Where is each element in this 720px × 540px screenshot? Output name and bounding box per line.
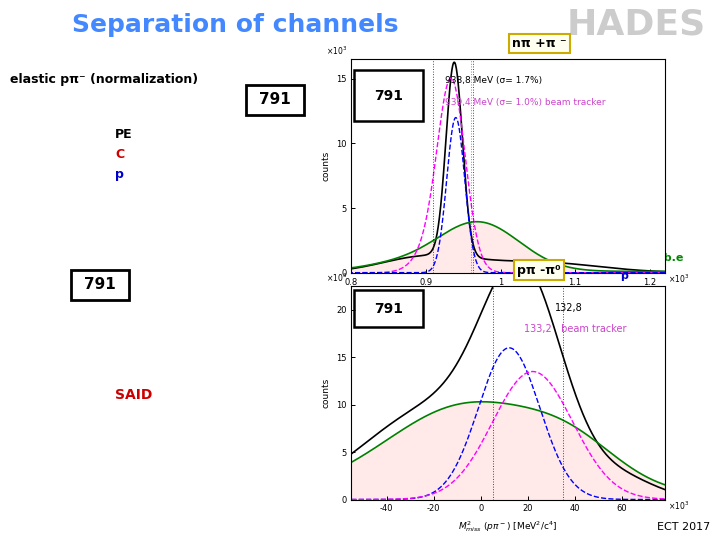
FancyBboxPatch shape: [354, 291, 423, 327]
Text: 938,8 MeV (σ= 1.7%): 938,8 MeV (σ= 1.7%): [445, 76, 542, 85]
Y-axis label: counts: counts: [321, 377, 330, 408]
FancyBboxPatch shape: [354, 70, 423, 122]
Text: Separation of channels: Separation of channels: [72, 13, 398, 37]
FancyBboxPatch shape: [246, 85, 304, 114]
Text: HADES: HADES: [567, 8, 706, 42]
Text: PE: PE: [115, 128, 132, 141]
Text: 791: 791: [259, 92, 291, 107]
Text: SAID: SAID: [115, 388, 153, 402]
Text: p: p: [620, 271, 628, 281]
Text: $\times10^3$: $\times10^3$: [326, 272, 348, 284]
Text: $\times10^3$: $\times10^3$: [667, 273, 689, 285]
Text: pπ -π⁰: pπ -π⁰: [518, 264, 561, 276]
Text: elastic pπ⁻ (normalization): elastic pπ⁻ (normalization): [10, 73, 198, 86]
Text: PE: PE: [620, 235, 636, 245]
Text: 939,4 MeV (σ= 1.0%) beam tracker: 939,4 MeV (σ= 1.0%) beam tracker: [445, 98, 606, 106]
Text: 791: 791: [374, 89, 403, 103]
Text: C e.b.e: C e.b.e: [640, 253, 683, 263]
Text: C: C: [115, 148, 124, 161]
Text: $\times10^3$: $\times10^3$: [326, 45, 348, 57]
Text: 791: 791: [374, 302, 403, 315]
Text: p: p: [115, 168, 124, 181]
FancyBboxPatch shape: [71, 270, 129, 300]
Text: $\times10^3$: $\times10^3$: [667, 500, 689, 512]
X-axis label: $M^2_{miss}\ (p\pi^-)\ [\mathrm{MeV^2/c^4}]$: $M^2_{miss}\ (p\pi^-)\ [\mathrm{MeV^2/c^…: [459, 519, 557, 534]
Text: ECT 2017: ECT 2017: [657, 522, 710, 532]
X-axis label: $M_{miss}\ (\pi^+\pi^-)\ [\mathrm{MeV/c}^2]$: $M_{miss}\ (\pi^+\pi^-)\ [\mathrm{MeV/c}…: [456, 292, 559, 306]
Text: 791: 791: [84, 278, 116, 292]
Y-axis label: counts: counts: [321, 151, 330, 181]
Text: C,: C,: [620, 253, 632, 263]
Text: nπ +π ⁻: nπ +π ⁻: [512, 37, 567, 50]
Text: 133,2   beam tracker: 133,2 beam tracker: [523, 324, 626, 334]
Text: 132,8: 132,8: [555, 302, 582, 313]
